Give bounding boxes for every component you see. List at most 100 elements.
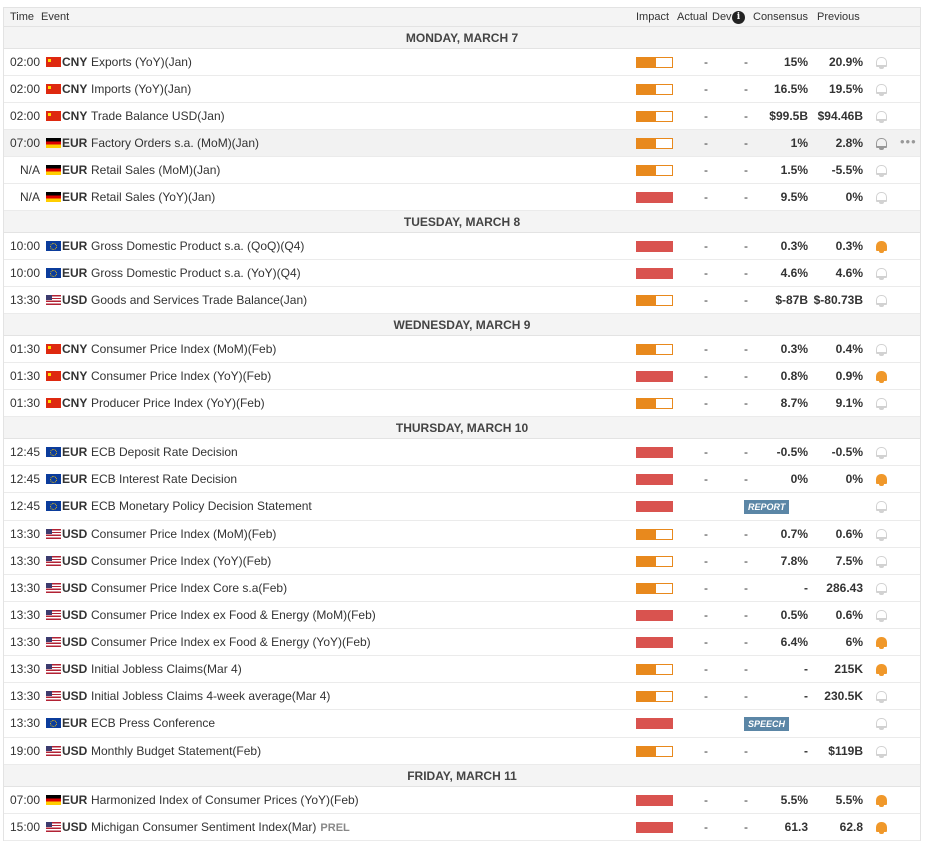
bell-icon[interactable] xyxy=(875,500,888,514)
bell-icon[interactable] xyxy=(875,717,888,731)
bell-icon[interactable] xyxy=(875,110,888,124)
bell-icon[interactable] xyxy=(875,663,888,677)
bell-icon[interactable] xyxy=(875,636,888,650)
event-name-text: Factory Orders s.a. (MoM)(Jan) xyxy=(91,136,260,150)
event-name[interactable]: Harmonized Index of Consumer Prices (YoY… xyxy=(91,787,359,813)
event-row[interactable]: 13:30 EUR ECB Press Conference SPEECH xyxy=(4,710,920,738)
event-row[interactable]: 13:30 USD Initial Jobless Claims(Mar 4) - - -… xyxy=(4,656,920,683)
event-row[interactable]: 13:30 USD Goods and Services Trade Balance… xyxy=(4,287,920,314)
event-row[interactable]: 13:30 USD Initial Jobless Claims 4-week av… xyxy=(4,683,920,710)
bell-icon[interactable] xyxy=(875,370,888,384)
event-row[interactable]: N/A EUR Retail Sales (MoM)(Jan) - - 1.5% -5.5% xyxy=(4,157,920,184)
day-header: TUESDAY, MARCH 8 xyxy=(4,211,920,233)
event-row[interactable]: 19:00 USD Monthly Budget Statement(Feb) - - -… xyxy=(4,738,920,765)
bell-icon[interactable] xyxy=(875,473,888,487)
event-name[interactable]: Consumer Price Index (MoM)(Feb) xyxy=(91,336,276,362)
impact-bar xyxy=(636,718,673,729)
event-row[interactable]: 07:00 EUR Factory Orders s.a. (MoM)(Jan) - -… xyxy=(4,130,920,157)
event-previous: 2.8% xyxy=(835,136,863,150)
event-name[interactable]: Goods and Services Trade Balance(Jan) xyxy=(91,287,307,313)
header-actual[interactable]: Actual xyxy=(677,11,708,23)
header-previous[interactable]: Previous xyxy=(817,11,860,23)
event-name[interactable]: Initial Jobless Claims 4-week average(Ma… xyxy=(91,683,330,709)
header-impact[interactable]: Impact xyxy=(636,11,670,23)
event-row[interactable]: 10:00 EUR Gross Domestic Product s.a. (YoY… xyxy=(4,260,920,287)
bell-icon[interactable] xyxy=(875,83,888,97)
event-name[interactable]: Consumer Price Index Core s.a(Feb) xyxy=(91,575,287,601)
bell-icon[interactable] xyxy=(875,555,888,569)
bell-icon[interactable] xyxy=(875,191,888,205)
event-name[interactable]: Producer Price Index (YoY)(Feb) xyxy=(91,390,265,416)
bell-icon[interactable] xyxy=(875,794,888,808)
bell-icon[interactable] xyxy=(875,821,888,835)
event-name[interactable]: ECB Interest Rate Decision xyxy=(91,466,237,492)
event-row[interactable]: 12:45 EUR ECB Deposit Rate Decision - - -0.5%… xyxy=(4,439,920,466)
event-row[interactable]: 13:30 USD Consumer Price Index (MoM)(Feb) -… xyxy=(4,521,920,548)
header-dev[interactable]: Dev xyxy=(712,11,732,23)
bell-icon[interactable] xyxy=(875,267,888,281)
event-name[interactable]: Monthly Budget Statement(Feb) xyxy=(91,738,261,764)
event-currency: USD xyxy=(62,635,88,649)
bell-icon[interactable] xyxy=(875,343,888,357)
event-name[interactable]: Consumer Price Index ex Food & Energy (M… xyxy=(91,602,376,628)
event-name[interactable]: Retail Sales (MoM)(Jan) xyxy=(91,157,220,183)
info-icon[interactable]: i xyxy=(732,11,745,24)
day-header: WEDNESDAY, MARCH 9 xyxy=(4,314,920,336)
bell-icon[interactable] xyxy=(875,446,888,460)
event-row[interactable]: 12:45 EUR ECB Monetary Policy Decision Sta… xyxy=(4,493,920,521)
impact-bar xyxy=(636,398,673,409)
bell-icon[interactable] xyxy=(875,56,888,70)
event-name[interactable]: Michigan Consumer Sentiment Index(Mar) PR… xyxy=(91,814,350,841)
event-name[interactable]: Retail Sales (YoY)(Jan) xyxy=(91,184,215,210)
impact-bar xyxy=(636,138,673,149)
event-row[interactable]: 01:30 CNY Producer Price Index (YoY)(Feb) -… xyxy=(4,390,920,417)
event-row[interactable]: 13:30 USD Consumer Price Index (YoY)(Feb) -… xyxy=(4,548,920,575)
event-name[interactable]: Consumer Price Index (MoM)(Feb) xyxy=(91,521,276,547)
event-name[interactable]: Initial Jobless Claims(Mar 4) xyxy=(91,656,242,682)
event-row[interactable]: 01:30 CNY Consumer Price Index (YoY)(Feb) -… xyxy=(4,363,920,390)
bell-icon[interactable] xyxy=(875,240,888,254)
event-row[interactable]: 15:00 USD Michigan Consumer Sentiment Inde… xyxy=(4,814,920,841)
event-type-badge[interactable]: REPORT xyxy=(744,500,790,514)
bell-icon[interactable] xyxy=(875,582,888,596)
event-name[interactable]: Gross Domestic Product s.a. (YoY)(Q4) xyxy=(91,260,301,286)
event-name[interactable]: Imports (YoY)(Jan) xyxy=(91,76,191,102)
event-name[interactable]: ECB Press Conference xyxy=(91,710,215,736)
header-consensus[interactable]: Consensus xyxy=(753,11,809,23)
event-row[interactable]: 02:00 CNY Imports (YoY)(Jan) - - 16.5% 19.5% xyxy=(4,76,920,103)
event-row[interactable]: 10:00 EUR Gross Domestic Product s.a. (QoQ… xyxy=(4,233,920,260)
event-row[interactable]: N/A EUR Retail Sales (YoY)(Jan) - - 9.5% 0% xyxy=(4,184,920,211)
impact-bar xyxy=(636,295,673,306)
event-row[interactable]: 07:00 EUR Harmonized Index of Consumer Pri… xyxy=(4,787,920,814)
event-name[interactable]: Consumer Price Index (YoY)(Feb) xyxy=(91,548,271,574)
event-name[interactable]: ECB Monetary Policy Decision Statement xyxy=(91,493,312,519)
bell-icon[interactable] xyxy=(875,609,888,623)
event-type-badge[interactable]: SPEECH xyxy=(744,717,790,731)
event-name[interactable]: Consumer Price Index (YoY)(Feb) xyxy=(91,363,271,389)
event-row[interactable]: 13:30 USD Consumer Price Index ex Food & E… xyxy=(4,602,920,629)
event-name[interactable]: Gross Domestic Product s.a. (QoQ)(Q4) xyxy=(91,233,304,259)
more-options-icon[interactable]: ••• xyxy=(900,134,917,149)
event-row[interactable]: 02:00 CNY Exports (YoY)(Jan) - - 15% 20.9% xyxy=(4,49,920,76)
event-name[interactable]: Factory Orders s.a. (MoM)(Jan) xyxy=(91,130,259,156)
event-name[interactable]: Exports (YoY)(Jan) xyxy=(91,49,192,75)
event-name[interactable]: Trade Balance USD(Jan) xyxy=(91,103,225,129)
event-time: 07:00 xyxy=(9,136,40,150)
bell-icon[interactable] xyxy=(875,294,888,308)
event-currency: EUR xyxy=(62,239,88,253)
bell-icon[interactable] xyxy=(875,137,888,151)
bell-icon[interactable] xyxy=(875,397,888,411)
bell-icon[interactable] xyxy=(875,164,888,178)
event-name[interactable]: ECB Deposit Rate Decision xyxy=(91,439,238,465)
event-row[interactable]: 01:30 CNY Consumer Price Index (MoM)(Feb) -… xyxy=(4,336,920,363)
event-row[interactable]: 02:00 CNY Trade Balance USD(Jan) - - $99.5B $9… xyxy=(4,103,920,130)
header-event[interactable]: Event xyxy=(41,11,70,23)
bell-icon[interactable] xyxy=(875,745,888,759)
header-time[interactable]: Time xyxy=(10,11,35,23)
event-row[interactable]: 13:30 USD Consumer Price Index ex Food & E… xyxy=(4,629,920,656)
event-row[interactable]: 12:45 EUR ECB Interest Rate Decision - - 0% 0% xyxy=(4,466,920,493)
bell-icon[interactable] xyxy=(875,528,888,542)
event-row[interactable]: 13:30 USD Consumer Price Index Core s.a(Fe… xyxy=(4,575,920,602)
bell-icon[interactable] xyxy=(875,690,888,704)
event-name[interactable]: Consumer Price Index ex Food & Energy (Y… xyxy=(91,629,371,655)
